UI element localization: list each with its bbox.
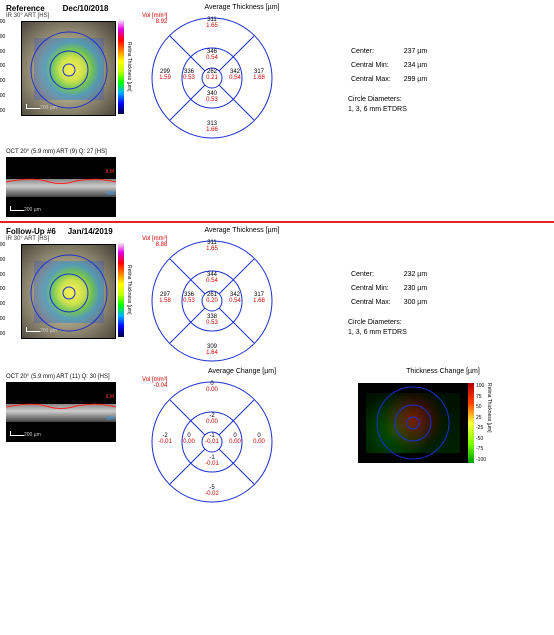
change-map-title: Thickness Change [µm]	[348, 368, 538, 375]
ref-fundus-image: 200 µm	[21, 21, 116, 116]
fu-etdrs-title: Average Thickness [µm]	[142, 227, 342, 234]
change-colorbar	[468, 383, 474, 463]
fu-ilm-label: ILM	[106, 394, 114, 400]
change-map	[358, 383, 468, 463]
fu-fundus-image: 200 µm	[21, 244, 116, 339]
fu-stats: Center:232 µm Central Min:230 µm Central…	[348, 267, 430, 338]
ref-colorbar: 700600500400300200100	[9, 19, 19, 114]
ref-colorbar-caption: Retina Thickness [µm]	[126, 19, 132, 114]
ref-stats: Center:237 µm Central Min:234 µm Central…	[348, 44, 430, 115]
reference-panel: Reference Dec/10/2018 IR 30° ART [HS] 70…	[0, 0, 554, 221]
fu-colorbar-caption: Retina Thickness [µm]	[126, 242, 132, 337]
fu-colorbar-gradient	[118, 242, 124, 337]
change-colorbar-caption: Retina Thickness [µm]	[486, 383, 492, 463]
fu-oct-caption: OCT 20° (5.9 mm) ART (11) Q: 30 [HS]	[6, 374, 136, 380]
ref-ilm-label: ILM	[106, 169, 114, 175]
ref-etdrs-diagram: Vol [mm³]8.92 3111.65 3460.54 2991.59 33…	[142, 13, 282, 143]
fu-oct-scan: ILM BM 200 µm	[6, 382, 116, 442]
change-colorbar-ticks: 100755025-25-50-75-100	[476, 383, 486, 463]
ref-oct-scan: ILM BM 200 µm	[6, 157, 116, 217]
ref-bm-label: BM	[107, 191, 115, 197]
ref-heading-date: Dec/10/2018	[63, 4, 109, 13]
fu-etdrs-diagram: Vol [mm³]8.88 3111.65 3440.54 2971.58 33…	[142, 236, 282, 366]
ref-heading-label: Reference	[6, 4, 45, 13]
fu-bm-label: BM	[107, 416, 115, 422]
followup-panel: Follow-Up #6 Jan/14/2019 IR 30° ART [HS]…	[0, 223, 554, 511]
fu-heading-date: Jan/14/2019	[68, 227, 113, 236]
ref-etdrs-title: Average Thickness [µm]	[142, 4, 342, 11]
change-etdrs-diagram: Vol [mm³]-0.04 00.00 -20.00 -2-0.01 00.0…	[142, 377, 282, 507]
fu-heading-label: Follow-Up #6	[6, 227, 56, 236]
fu-colorbar: 700600500400300200100	[9, 242, 19, 337]
change-etdrs-title: Average Change [µm]	[142, 368, 342, 375]
ref-oct-caption: OCT 20° (5.9 mm) ART (9) Q: 27 [HS]	[6, 149, 548, 155]
ref-colorbar-gradient	[118, 19, 124, 114]
